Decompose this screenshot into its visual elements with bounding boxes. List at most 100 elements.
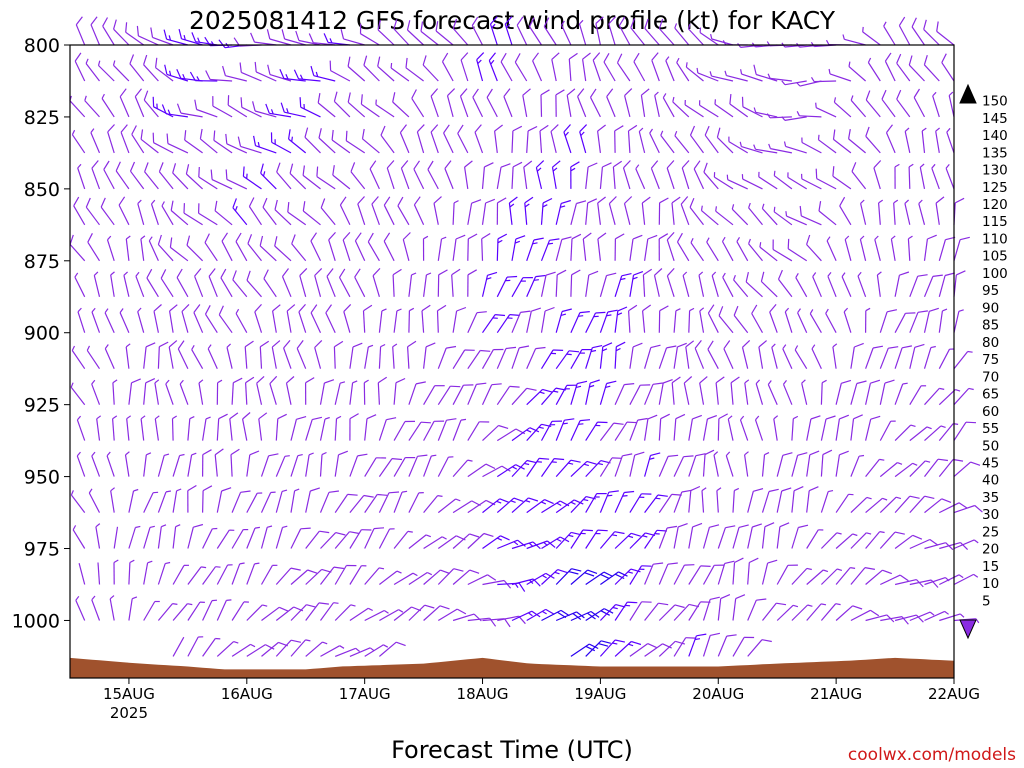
barb-feather (455, 498, 461, 502)
barb-feather (638, 127, 644, 132)
wind-barb (693, 160, 705, 190)
wind-barb (482, 465, 511, 478)
barb-feather (296, 416, 307, 420)
barb-feather (166, 133, 169, 144)
barb-staff (408, 383, 417, 405)
wind-barb (320, 602, 339, 621)
barb-feather (268, 453, 279, 457)
barb-feather (850, 567, 856, 569)
wind-barb (168, 340, 178, 369)
barb-staff (717, 598, 722, 621)
wind-barb (541, 458, 565, 477)
barb-feather (860, 199, 865, 204)
wind-barb (629, 493, 652, 513)
wind-barb (402, 232, 411, 261)
wind-barb (246, 562, 260, 585)
barb-feather (500, 52, 507, 63)
colorbar-label: 30 (982, 507, 999, 523)
y-tick-label: 975 (24, 539, 60, 561)
barb-staff (452, 28, 469, 46)
barb-staff (809, 313, 822, 334)
barb-feather (753, 107, 757, 113)
wind-barb (953, 197, 965, 225)
wind-barb (212, 96, 233, 118)
barb-staff (328, 239, 336, 261)
wind-barb (252, 101, 277, 118)
barb-staff (924, 577, 946, 586)
barb-staff (739, 419, 749, 441)
barb-feather (707, 415, 718, 420)
wind-barb (924, 498, 952, 514)
barb-feather (488, 52, 496, 61)
barb-feather (310, 304, 318, 314)
barb-staff (731, 208, 749, 226)
barb-feather (172, 603, 178, 605)
wind-barb (152, 96, 174, 118)
barb-staff (948, 95, 955, 118)
barb-staff (496, 314, 511, 334)
wind-barb (143, 560, 153, 585)
barb-feather (744, 379, 750, 384)
wind-barb (644, 382, 663, 405)
barb-staff (361, 103, 380, 118)
barb-staff (378, 310, 383, 333)
wind-barb (320, 532, 346, 549)
barb-staff (393, 421, 406, 441)
barb-staff (540, 275, 547, 297)
barb-feather (570, 459, 581, 463)
barb-staff (511, 312, 522, 333)
barb-feather (792, 604, 799, 608)
barb-staff (894, 534, 914, 549)
barb-staff (650, 168, 660, 190)
wind-barb (896, 89, 911, 118)
wind-barb (865, 345, 884, 369)
colorbar-label: 55 (982, 421, 999, 437)
barb-feather (487, 574, 497, 581)
wind-barb (881, 89, 896, 118)
barb-feather (360, 94, 363, 105)
barb-feather (918, 199, 923, 205)
wind-barb (614, 453, 633, 477)
y-tick-label: 875 (24, 251, 60, 273)
barb-feather (486, 88, 493, 98)
barb-staff (255, 71, 277, 82)
wind-barb (541, 609, 570, 622)
barb-staff (71, 350, 86, 370)
barb-feather (617, 306, 628, 312)
wind-barb (614, 233, 625, 261)
barb-feather (784, 307, 790, 313)
wind-barb (408, 421, 431, 441)
barb-staff (143, 454, 147, 477)
barb-staff (143, 99, 159, 118)
barb-staff (747, 562, 750, 585)
barb-feather (744, 451, 749, 456)
wind-barb (305, 568, 332, 585)
wind-barb (801, 137, 822, 154)
barb-feather (587, 162, 598, 168)
wind-barb (123, 271, 130, 297)
barb-feather (165, 490, 172, 493)
barb-staff (290, 419, 297, 441)
barb-feather (733, 305, 739, 316)
barb-staff (608, 203, 616, 225)
barb-staff (420, 30, 439, 46)
wind-barb (77, 163, 86, 190)
wind-barb (715, 206, 734, 226)
wind-barb (599, 380, 617, 405)
wind-barb (208, 268, 218, 298)
wind-barb (187, 484, 197, 513)
wind-barb (600, 571, 628, 585)
barb-feather (372, 267, 381, 277)
barb-staff (423, 569, 441, 585)
barb-staff (170, 246, 189, 262)
wind-barb (423, 420, 445, 441)
wind-barb (766, 113, 792, 119)
barb-staff (747, 526, 753, 549)
barb-feather (592, 52, 601, 61)
barb-staff (879, 531, 896, 549)
wind-barb (157, 490, 172, 513)
barb-feather (782, 344, 787, 350)
wind-barb (699, 27, 719, 46)
barb-feather (380, 125, 386, 136)
wind-barb (467, 574, 497, 586)
